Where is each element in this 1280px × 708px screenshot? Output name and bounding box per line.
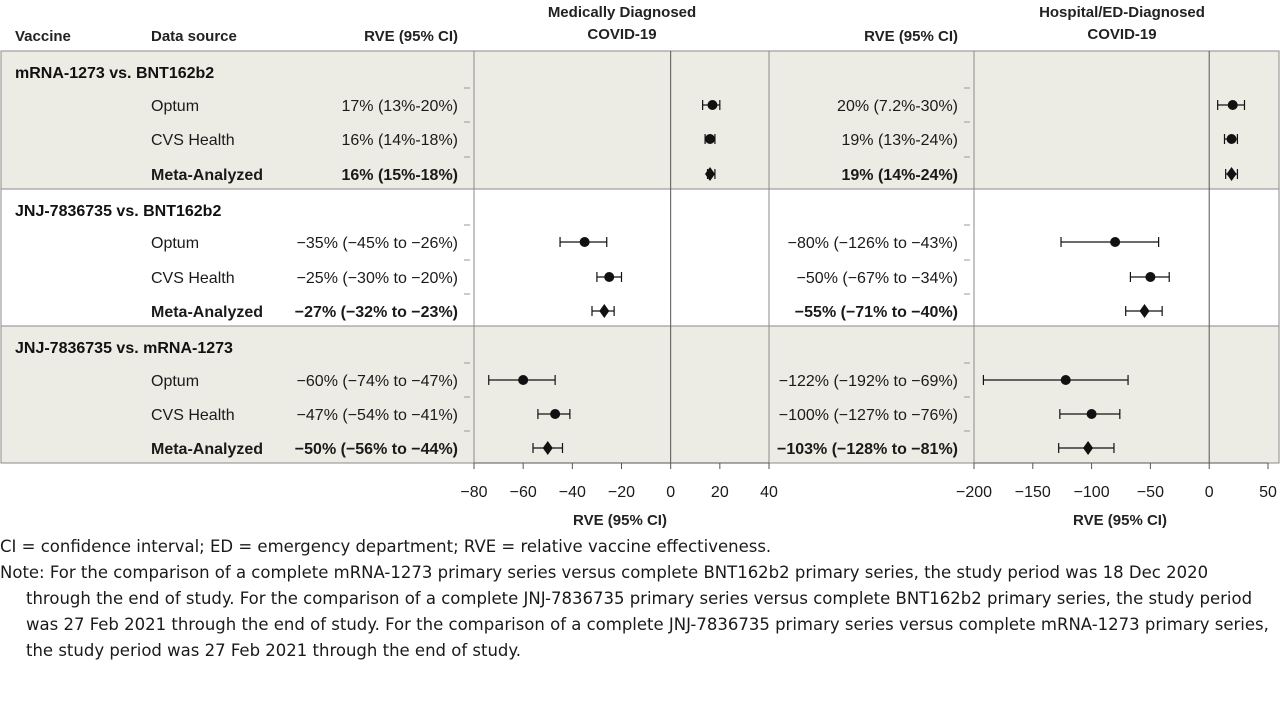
- vaccine-column-header: Vaccine: [15, 28, 71, 45]
- group-band-0: [1, 51, 1279, 189]
- data-source-label: Optum: [151, 373, 199, 390]
- left-rve-value: −50% (−56% to −44%): [295, 441, 458, 458]
- left-rve-value: 17% (13%-20%): [342, 98, 459, 115]
- data-source-label: CVS Health: [151, 270, 235, 287]
- right-point-estimate-circle: [1060, 375, 1071, 385]
- data-source-label: CVS Health: [151, 132, 235, 149]
- rve-right-column-header: RVE (95% CI): [864, 28, 958, 45]
- forest-plot: Vaccine Data source RVE (95% CI) Medical…: [0, 4, 1280, 529]
- left-point-estimate-circle: [707, 100, 718, 110]
- data-source-label: CVS Health: [151, 407, 235, 424]
- left-axis-tick-label: −20: [608, 484, 635, 501]
- right-rve-value: −80% (−126% to −43%): [788, 235, 958, 252]
- right-point-estimate-circle: [1110, 237, 1121, 247]
- right-rve-value: 20% (7.2%-30%): [837, 98, 958, 115]
- right-point-estimate-diamond: [1139, 304, 1150, 318]
- left-rve-value: 16% (14%-18%): [342, 132, 459, 149]
- right-point-estimate-circle: [1086, 409, 1097, 419]
- right-rve-value: 19% (14%-24%): [842, 167, 959, 184]
- left-point-estimate-circle: [550, 409, 561, 419]
- left-axis-tick-label: −80: [460, 484, 487, 501]
- left-point-estimate-circle: [705, 134, 715, 144]
- left-point-estimate-diamond: [705, 167, 715, 181]
- group-label: JNJ-7836735 vs. BNT162b2: [15, 203, 221, 220]
- left-point-estimate-diamond: [599, 304, 610, 318]
- panel-left-title-line2: COVID-19: [587, 26, 656, 43]
- group-label: JNJ-7836735 vs. mRNA-1273: [15, 340, 233, 357]
- right-axis-tick-label: −150: [1015, 484, 1051, 501]
- left-point-estimate-circle: [579, 237, 590, 247]
- abbreviations-footnote: CI = confidence interval; ED = emergency…: [0, 537, 772, 556]
- right-rve-value: 19% (13%-24%): [842, 132, 959, 149]
- left-point-estimate-circle: [518, 375, 529, 385]
- right-rve-value: −103% (−128% to −81%): [777, 441, 958, 458]
- right-rve-value: −122% (−192% to −69%): [779, 373, 958, 390]
- left-axis-tick-label: 0: [666, 484, 675, 501]
- group-label: mRNA-1273 vs. BNT162b2: [15, 65, 214, 82]
- left-point-estimate-diamond: [542, 441, 553, 455]
- left-axis-tick-label: −40: [559, 484, 586, 501]
- right-point-estimate-diamond: [1083, 441, 1094, 455]
- left-rve-value: −35% (−45% to −26%): [297, 235, 458, 252]
- footnotes: CI = confidence interval; ED = emergency…: [0, 534, 1278, 664]
- right-axis-tick-label: −100: [1074, 484, 1110, 501]
- right-axis-title: RVE (95% CI): [1073, 512, 1167, 529]
- panel-left-title-line1: Medically Diagnosed: [548, 4, 696, 21]
- left-axis-title: RVE (95% CI): [573, 512, 667, 529]
- right-point-estimate-circle: [1227, 100, 1238, 110]
- left-rve-value: −60% (−74% to −47%): [297, 373, 458, 390]
- right-point-estimate-circle: [1145, 272, 1156, 282]
- data-source-label: Meta-Analyzed: [151, 167, 263, 184]
- left-rve-value: −25% (−30% to −20%): [297, 270, 458, 287]
- data-source-label: Meta-Analyzed: [151, 441, 263, 458]
- right-axis-tick-label: −50: [1137, 484, 1164, 501]
- left-rve-value: −27% (−32% to −23%): [295, 304, 458, 321]
- study-period-note: Note: For the comparison of a complete m…: [0, 563, 1269, 660]
- data-source-column-header: Data source: [151, 28, 237, 45]
- right-rve-value: −55% (−71% to −40%): [795, 304, 958, 321]
- left-axis-tick-label: 20: [711, 484, 729, 501]
- right-axis-tick-label: −200: [956, 484, 992, 501]
- right-axis-tick-label: 50: [1259, 484, 1277, 501]
- right-point-estimate-circle: [1226, 134, 1237, 144]
- data-source-label: Meta-Analyzed: [151, 304, 263, 321]
- left-axis-tick-label: 40: [760, 484, 778, 501]
- right-rve-value: −50% (−67% to −34%): [797, 270, 958, 287]
- rve-left-column-header: RVE (95% CI): [364, 28, 458, 45]
- right-axis-tick-label: 0: [1205, 484, 1214, 501]
- panel-right-title-line2: COVID-19: [1087, 26, 1156, 43]
- group-band-2: [1, 326, 1279, 463]
- right-rve-value: −100% (−127% to −76%): [779, 407, 958, 424]
- left-axis-tick-label: −60: [510, 484, 537, 501]
- left-rve-value: −47% (−54% to −41%): [297, 407, 458, 424]
- right-point-estimate-diamond: [1226, 167, 1237, 181]
- data-source-label: Optum: [151, 235, 199, 252]
- left-rve-value: 16% (15%-18%): [342, 167, 459, 184]
- data-source-label: Optum: [151, 98, 199, 115]
- left-point-estimate-circle: [604, 272, 615, 282]
- panel-right-title-line1: Hospital/ED-Diagnosed: [1039, 4, 1205, 21]
